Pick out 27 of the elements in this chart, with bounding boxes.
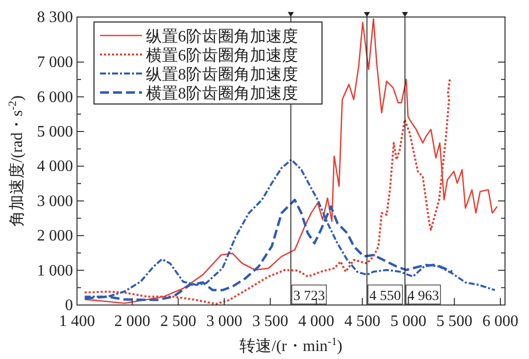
legend-label: 横置8阶齿圈角加速度 <box>146 84 298 102</box>
y-tick-label: 2 000 <box>37 228 73 245</box>
x-tick-label: 3 000 <box>206 313 242 330</box>
x-tick-label: 5 500 <box>436 313 472 330</box>
x-tick-label: 6 000 <box>482 313 518 330</box>
x-tick-label: 2 500 <box>160 313 196 330</box>
y-tick-label: 3 000 <box>37 192 73 210</box>
ref-line-label: 4 963 <box>407 289 439 304</box>
legend-label: 纵置8阶齿圈角加速度 <box>146 66 298 84</box>
x-tick-label: 4 000 <box>298 313 334 330</box>
y-tick-label: 8 300 <box>37 9 73 26</box>
x-tick-label: 2 000 <box>114 313 150 330</box>
y-tick-label: 7 000 <box>37 54 73 72</box>
ref-line-label: 4 550 <box>369 289 401 304</box>
y-tick-label: 4 000 <box>37 158 73 176</box>
legend-label: 横置6阶齿圈角加速度 <box>146 46 298 64</box>
legend-label: 纵置6阶齿圈角加速度 <box>146 28 298 46</box>
x-tick-label: 3 500 <box>252 313 288 330</box>
y-tick-label: 6 000 <box>37 88 73 106</box>
x-axis-title: 转速/(r・min$^{-1}$) <box>240 336 342 355</box>
ref-line-label: 3 723 <box>293 289 325 304</box>
x-tick-label: 4 500 <box>344 313 380 330</box>
x-tick-label: 1 400 <box>59 313 95 330</box>
y-tick-label: 0 <box>65 297 73 314</box>
y-tick-label: 5 000 <box>37 124 73 141</box>
y-tick-label: 1 000 <box>37 262 73 280</box>
x-tick-label: 5 000 <box>390 313 426 330</box>
